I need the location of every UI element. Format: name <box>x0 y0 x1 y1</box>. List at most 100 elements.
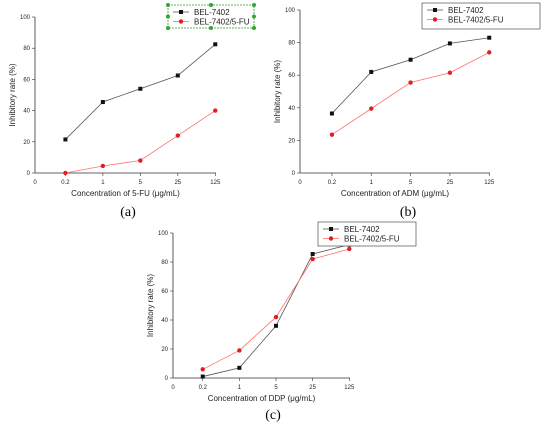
data-point <box>200 374 205 379</box>
chart-panel-1: 0 20 40 60 80 100 0 0.2 1 5 25 125 Concentration of … <box>8 3 256 220</box>
legend-label: BEL-7402 <box>194 8 230 17</box>
legend-label: BEL-7402 <box>448 6 484 15</box>
data-point <box>408 80 413 85</box>
y-tick-label: 60 <box>288 73 295 79</box>
series-line <box>65 110 216 174</box>
panel-label: (a) <box>120 205 136 220</box>
data-point <box>447 41 452 46</box>
x-axis-title: Concentration of ADM (μg/mL) <box>341 189 450 198</box>
selection-handle[interactable] <box>166 3 170 7</box>
data-point <box>447 70 453 75</box>
y-tick-label: 0 <box>292 171 296 177</box>
data-point <box>100 163 106 169</box>
x-tick-label: 0 <box>171 385 175 391</box>
data-point <box>274 323 279 328</box>
legend-label: BEL-7402 <box>344 225 380 234</box>
data-point <box>100 100 105 105</box>
y-tick-label: 80 <box>161 260 168 266</box>
data-point <box>329 132 335 137</box>
data-point <box>237 348 242 353</box>
data-point <box>369 69 374 74</box>
selection-handle[interactable] <box>209 3 213 7</box>
x-tick-label: 125 <box>210 180 221 186</box>
legend-box <box>317 221 417 247</box>
series-line <box>202 244 350 377</box>
x-tick-label: 25 <box>309 385 316 391</box>
series-line <box>331 52 490 136</box>
panel-label: (c) <box>265 408 281 423</box>
y-tick-label: 0 <box>27 171 31 177</box>
legend-box <box>421 2 541 30</box>
legend-marker <box>329 227 333 231</box>
y-tick-label: 80 <box>288 41 295 47</box>
data-point <box>213 108 218 113</box>
y-tick-label: 20 <box>161 347 168 353</box>
data-point <box>175 73 180 78</box>
x-tick-label: 0.2 <box>61 180 70 186</box>
x-tick-label: 1 <box>238 385 242 391</box>
y-axis-title: Inhibitory rate (%) <box>8 63 17 126</box>
series-line <box>202 248 350 370</box>
legend-label: BEL-7402/5-FU <box>344 235 400 244</box>
x-tick-label: 0 <box>33 180 37 186</box>
y-tick-label: 0 <box>165 376 169 382</box>
y-tick-label: 20 <box>23 140 30 146</box>
y-tick-label: 100 <box>20 15 31 21</box>
y-tick-label: 40 <box>161 318 168 324</box>
y-tick-label: 60 <box>161 289 168 295</box>
y-tick-label: 60 <box>23 77 30 83</box>
x-tick-label: 125 <box>484 180 495 186</box>
selection-handle[interactable] <box>166 14 170 19</box>
data-point <box>310 256 315 262</box>
legend-label: BEL-7402/5-FU <box>448 16 504 25</box>
selection-handle[interactable] <box>252 26 256 30</box>
data-point <box>347 246 352 252</box>
x-axis-title: Concentration of 5-FU (μg/mL) <box>71 189 180 198</box>
data-point <box>273 314 279 320</box>
x-tick-label: 0 <box>298 180 302 186</box>
data-point <box>200 367 205 372</box>
data-point <box>329 111 334 116</box>
legend-marker <box>433 8 437 12</box>
x-tick-label: 1 <box>101 180 105 186</box>
y-tick-label: 100 <box>285 8 296 14</box>
x-tick-label: 0.2 <box>328 180 337 186</box>
x-tick-label: 5 <box>409 180 413 186</box>
legend-label: BEL-7402/5-FU <box>194 18 250 27</box>
y-tick-label: 20 <box>288 138 295 144</box>
x-tick-label: 125 <box>344 385 355 391</box>
data-point <box>487 50 492 55</box>
selection-handle[interactable] <box>209 26 213 30</box>
chart-panel-3: 0 20 40 60 80 100 0 0.2 1 5 25 125 Concentration of … <box>146 221 417 423</box>
x-tick-label: 25 <box>447 180 454 186</box>
y-axis-title: Inhibitory rate (%) <box>273 60 282 123</box>
y-tick-label: 100 <box>158 231 169 237</box>
x-tick-label: 5 <box>274 385 278 391</box>
chart-panel-2: 0 20 40 60 80 100 0 0.2 1 5 25 125 Concentration of … <box>273 2 541 220</box>
x-tick-label: 1 <box>370 180 374 186</box>
y-tick-label: 40 <box>288 106 295 112</box>
legend-marker <box>178 19 184 24</box>
selection-handle[interactable] <box>252 3 256 7</box>
selection-handle[interactable] <box>166 26 170 30</box>
y-axis-title: Inhibitory rate (%) <box>146 274 155 337</box>
data-point <box>63 137 68 142</box>
legend-marker <box>432 17 438 22</box>
x-tick-label: 5 <box>139 180 143 186</box>
x-axis-title: Concentration of DDP (μg/mL) <box>208 394 316 403</box>
y-tick-label: 40 <box>23 109 30 115</box>
data-point <box>369 106 374 111</box>
data-point <box>138 158 143 163</box>
x-tick-label: 25 <box>174 180 181 186</box>
data-point <box>408 57 413 62</box>
selection-handle[interactable] <box>252 14 256 19</box>
data-point <box>213 42 218 47</box>
panel-label: (b) <box>400 205 417 220</box>
data-point <box>63 170 68 176</box>
legend-marker <box>179 10 183 14</box>
data-point <box>310 252 315 257</box>
